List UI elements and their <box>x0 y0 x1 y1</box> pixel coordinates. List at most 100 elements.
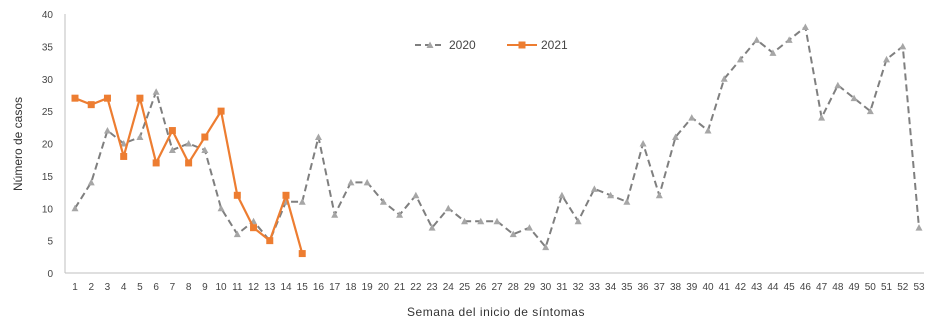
x-tick-label: 47 <box>816 282 828 293</box>
series-line-2020 <box>74 25 920 249</box>
data-point-2020 <box>233 230 241 238</box>
x-tick-label: 6 <box>153 282 159 293</box>
x-tick-label: 35 <box>621 282 633 293</box>
x-tick-label: 50 <box>865 282 877 293</box>
data-point-2021 <box>136 94 144 102</box>
data-point-2020 <box>753 36 761 43</box>
x-tick-label: 43 <box>751 282 763 293</box>
x-tick-label: 46 <box>800 282 812 293</box>
data-point-2020 <box>915 224 923 231</box>
data-point-2021 <box>103 94 111 102</box>
data-point-2020 <box>217 204 225 212</box>
x-tick-label: 53 <box>913 282 925 293</box>
data-point-2021 <box>168 127 176 135</box>
data-point-2020 <box>801 23 809 30</box>
data-point-2020 <box>396 211 404 218</box>
data-point-2020 <box>818 114 826 121</box>
data-point-2020 <box>558 191 566 199</box>
y-tick-labels: 0 5 10 15 20 25 30 35 40 <box>42 10 54 280</box>
x-tick-label: 39 <box>686 282 698 293</box>
data-point-2020 <box>120 140 128 147</box>
data-point-2020 <box>623 198 631 205</box>
x-tick-label: 31 <box>556 282 568 293</box>
data-point-2021 <box>298 250 306 258</box>
data-point-2020 <box>477 217 485 225</box>
x-tick-label: 26 <box>475 282 487 293</box>
data-point-2020 <box>379 198 387 205</box>
series-2021 <box>71 94 306 258</box>
y-tick-label: 15 <box>42 172 54 183</box>
data-point-2020 <box>866 107 874 115</box>
data-point-2020 <box>736 55 744 63</box>
data-point-2020 <box>590 185 598 192</box>
y-tick-label: 25 <box>42 107 54 118</box>
x-tick-label: 40 <box>702 282 714 293</box>
data-point-2020 <box>655 191 663 199</box>
x-tick-label: 48 <box>832 282 844 293</box>
x-tick-label: 4 <box>121 282 127 293</box>
legend-marker-2021 <box>518 41 526 49</box>
data-point-2020 <box>347 178 355 186</box>
legend-label-2021: 2021 <box>541 38 568 52</box>
y-tick-label: 20 <box>42 140 54 151</box>
series-layer <box>71 23 923 258</box>
x-tick-label: 16 <box>313 282 325 293</box>
x-tick-label: 11 <box>232 282 243 293</box>
x-tick-label: 21 <box>394 282 406 293</box>
data-point-2020 <box>461 217 469 225</box>
x-tick-label: 27 <box>491 282 503 293</box>
axes <box>64 14 924 274</box>
legend: 2020 2021 <box>415 38 568 52</box>
x-tick-label: 19 <box>362 282 374 293</box>
x-tick-label: 30 <box>540 282 552 293</box>
data-point-2021 <box>71 94 79 102</box>
data-point-2020 <box>152 88 160 95</box>
x-tick-label: 1 <box>72 282 78 293</box>
data-point-2020 <box>412 191 420 199</box>
y-tick-label: 0 <box>47 269 53 280</box>
data-point-2020 <box>850 94 858 102</box>
data-point-2021 <box>250 224 258 232</box>
x-tick-label: 29 <box>524 282 536 293</box>
data-point-2020 <box>834 81 842 89</box>
data-point-2021 <box>152 159 160 167</box>
y-tick-label: 5 <box>47 237 53 248</box>
data-point-2020 <box>785 36 793 43</box>
x-tick-label: 7 <box>170 282 176 293</box>
data-point-2021 <box>282 191 290 199</box>
data-point-2020 <box>444 204 452 212</box>
x-tick-label: 2 <box>88 282 94 293</box>
data-point-2021 <box>185 159 193 167</box>
x-tick-label: 17 <box>329 282 341 293</box>
data-point-2020 <box>298 198 306 205</box>
data-point-2020 <box>899 42 907 50</box>
data-point-2021 <box>201 133 209 141</box>
y-tick-label: 35 <box>42 42 54 53</box>
x-tick-label: 44 <box>767 282 779 293</box>
x-tick-label: 22 <box>410 282 422 293</box>
data-point-2021 <box>266 237 274 245</box>
data-point-2020 <box>509 230 517 238</box>
data-point-2020 <box>493 217 501 225</box>
x-axis-title: Semana del inicio de síntomas <box>407 305 585 319</box>
data-point-2020 <box>720 75 728 82</box>
x-tick-label: 36 <box>638 282 650 293</box>
data-point-2020 <box>87 178 95 186</box>
data-point-2020 <box>428 224 436 231</box>
data-point-2021 <box>217 107 225 115</box>
x-tick-label: 20 <box>378 282 390 293</box>
x-tick-label: 52 <box>897 282 909 293</box>
legend-marker-2020 <box>426 41 434 48</box>
data-point-2020 <box>639 140 647 147</box>
data-point-2020 <box>769 49 777 56</box>
data-point-2020 <box>331 211 339 218</box>
x-tick-label: 10 <box>216 282 228 293</box>
data-point-2020 <box>136 133 144 141</box>
data-point-2020 <box>607 191 615 199</box>
x-tick-label: 15 <box>297 282 309 293</box>
x-tick-label: 25 <box>459 282 471 293</box>
x-tick-label: 51 <box>881 282 893 293</box>
x-tick-label: 38 <box>670 282 682 293</box>
